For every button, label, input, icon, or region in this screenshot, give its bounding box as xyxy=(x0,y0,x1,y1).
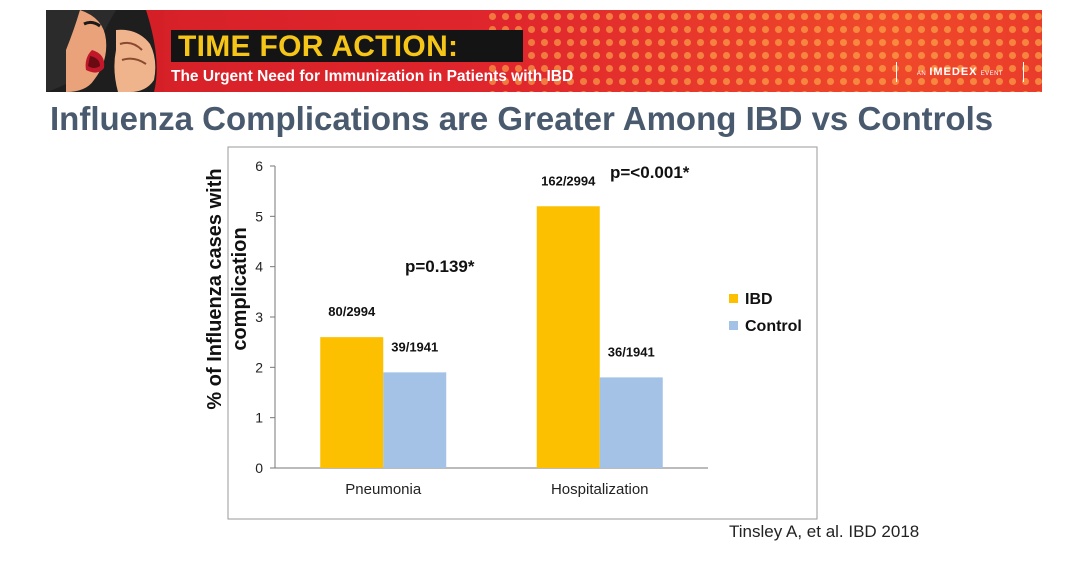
data-label-control-hospitalization: 36/1941 xyxy=(608,344,655,359)
bar-control-pneumonia xyxy=(383,372,447,468)
bar-ibd-pneumonia xyxy=(320,337,384,468)
legend-label-ibd: IBD xyxy=(745,291,773,308)
shouting-face-illustration xyxy=(46,10,164,92)
y-axis-label-line-2: complication xyxy=(229,227,251,350)
data-label-ibd-pneumonia: 80/2994 xyxy=(328,304,376,319)
y-tick-label: 0 xyxy=(255,460,263,476)
y-tick-label: 2 xyxy=(255,359,263,375)
bar-ibd-hospitalization xyxy=(536,206,600,468)
citation: Tinsley A, et al. IBD 2018 xyxy=(729,522,920,541)
x-category-label: Pneumonia xyxy=(345,481,422,498)
chart-frame xyxy=(227,146,818,520)
header-banner: TIME FOR ACTION: The Urgent Need for Imm… xyxy=(46,10,1042,92)
y-tick-label: 1 xyxy=(255,410,263,426)
brand-prefix: AN xyxy=(916,71,927,77)
legend-swatch-control xyxy=(729,321,738,330)
y-tick-label: 5 xyxy=(255,208,263,224)
brand-name: IMEDEX xyxy=(929,66,978,78)
annotation-pneumonia-pvalue: p=0.139* xyxy=(405,257,475,276)
y-tick-label: 6 xyxy=(255,158,263,174)
data-label-ibd-hospitalization: 162/2994 xyxy=(541,173,596,188)
slide-title: Influenza Complications are Greater Amon… xyxy=(50,100,994,137)
y-tick-label: 4 xyxy=(255,259,263,275)
x-category-label: Hospitalization xyxy=(551,481,649,498)
brand-logo: AN IMEDEX EVENT xyxy=(896,62,1024,82)
bar-control-hospitalization xyxy=(599,377,663,468)
halftone-pattern xyxy=(486,10,1042,92)
annotation-hospitalization-pvalue: p=<0.001* xyxy=(610,163,690,182)
brand-suffix: EVENT xyxy=(980,71,1004,77)
data-label-control-pneumonia: 39/1941 xyxy=(391,339,438,354)
y-axis-label-line-1: % of Influenza cases with xyxy=(204,168,226,409)
legend-swatch-ibd xyxy=(729,294,738,303)
banner-title: TIME FOR ACTION: xyxy=(171,30,523,63)
legend-label-control: Control xyxy=(745,318,802,335)
banner-subtitle: The Urgent Need for Immunization in Pati… xyxy=(171,68,574,85)
y-tick-label: 3 xyxy=(255,309,263,325)
